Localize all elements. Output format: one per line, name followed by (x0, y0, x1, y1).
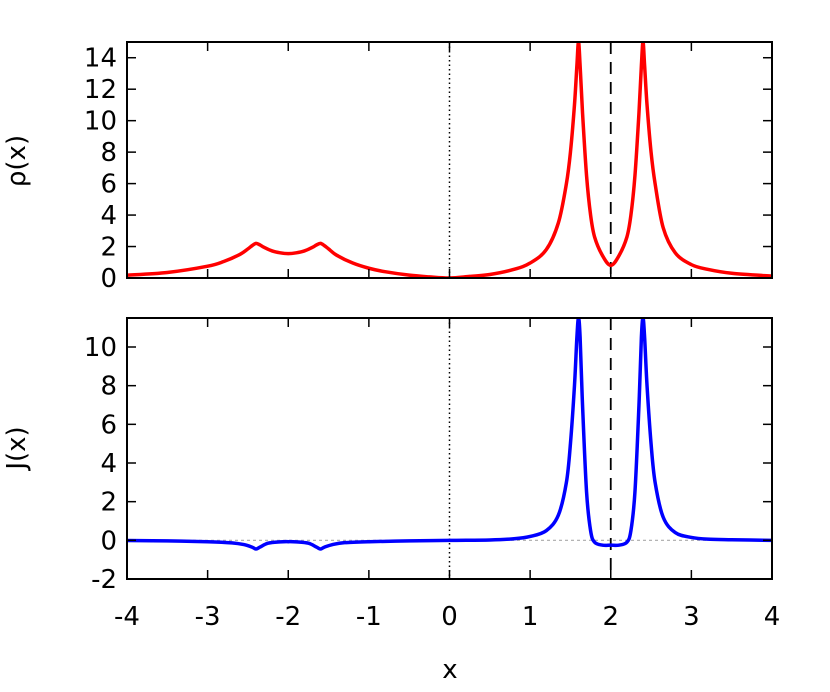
x-axis-label: x (442, 655, 457, 685)
current-x-tick-label: -2 (275, 602, 301, 632)
current-x-tick-label: -3 (195, 602, 221, 632)
rho-y-tick-label: 8 (100, 138, 117, 168)
current-x-tick-label: 4 (764, 602, 781, 632)
rho-y-tick-label: 2 (100, 233, 117, 263)
rho-y-tick-label: 10 (84, 107, 117, 137)
current-x-tick-label: -1 (356, 602, 382, 632)
current-y-tick-label: 6 (100, 410, 117, 440)
rho-y-tick-label: 14 (84, 44, 117, 74)
rho-y-tick-label: 6 (100, 170, 117, 200)
current-y-tick-label: -2 (91, 565, 117, 595)
current-x-tick-label: 2 (602, 602, 619, 632)
current-x-tick-label: -4 (114, 602, 140, 632)
rho-y-tick-label: 0 (100, 264, 117, 294)
current-y-axis-label: J(x) (2, 426, 32, 471)
rho-y-axis-label: ρ(x) (2, 135, 32, 187)
current-panel: -2 0 2 4 6 8 10 -4 -3 -2 -1 0 1 2 3 4 J(x) x (2, 317, 781, 685)
current-x-tick-label: 1 (522, 602, 539, 632)
rho-y-tick-label: 12 (84, 75, 117, 105)
current-y-tick-label: 8 (100, 372, 117, 402)
current-x-tick-label: 0 (441, 602, 458, 632)
current-y-tick-label: 0 (100, 526, 117, 556)
current-x-tick-label: 3 (683, 602, 700, 632)
current-series-line (127, 317, 772, 551)
current-y-tick-label: 10 (84, 333, 117, 363)
current-y-tick-label: 4 (100, 449, 117, 479)
rho-y-tick-label: 4 (100, 201, 117, 231)
current-y-tick-label: 2 (100, 488, 117, 518)
